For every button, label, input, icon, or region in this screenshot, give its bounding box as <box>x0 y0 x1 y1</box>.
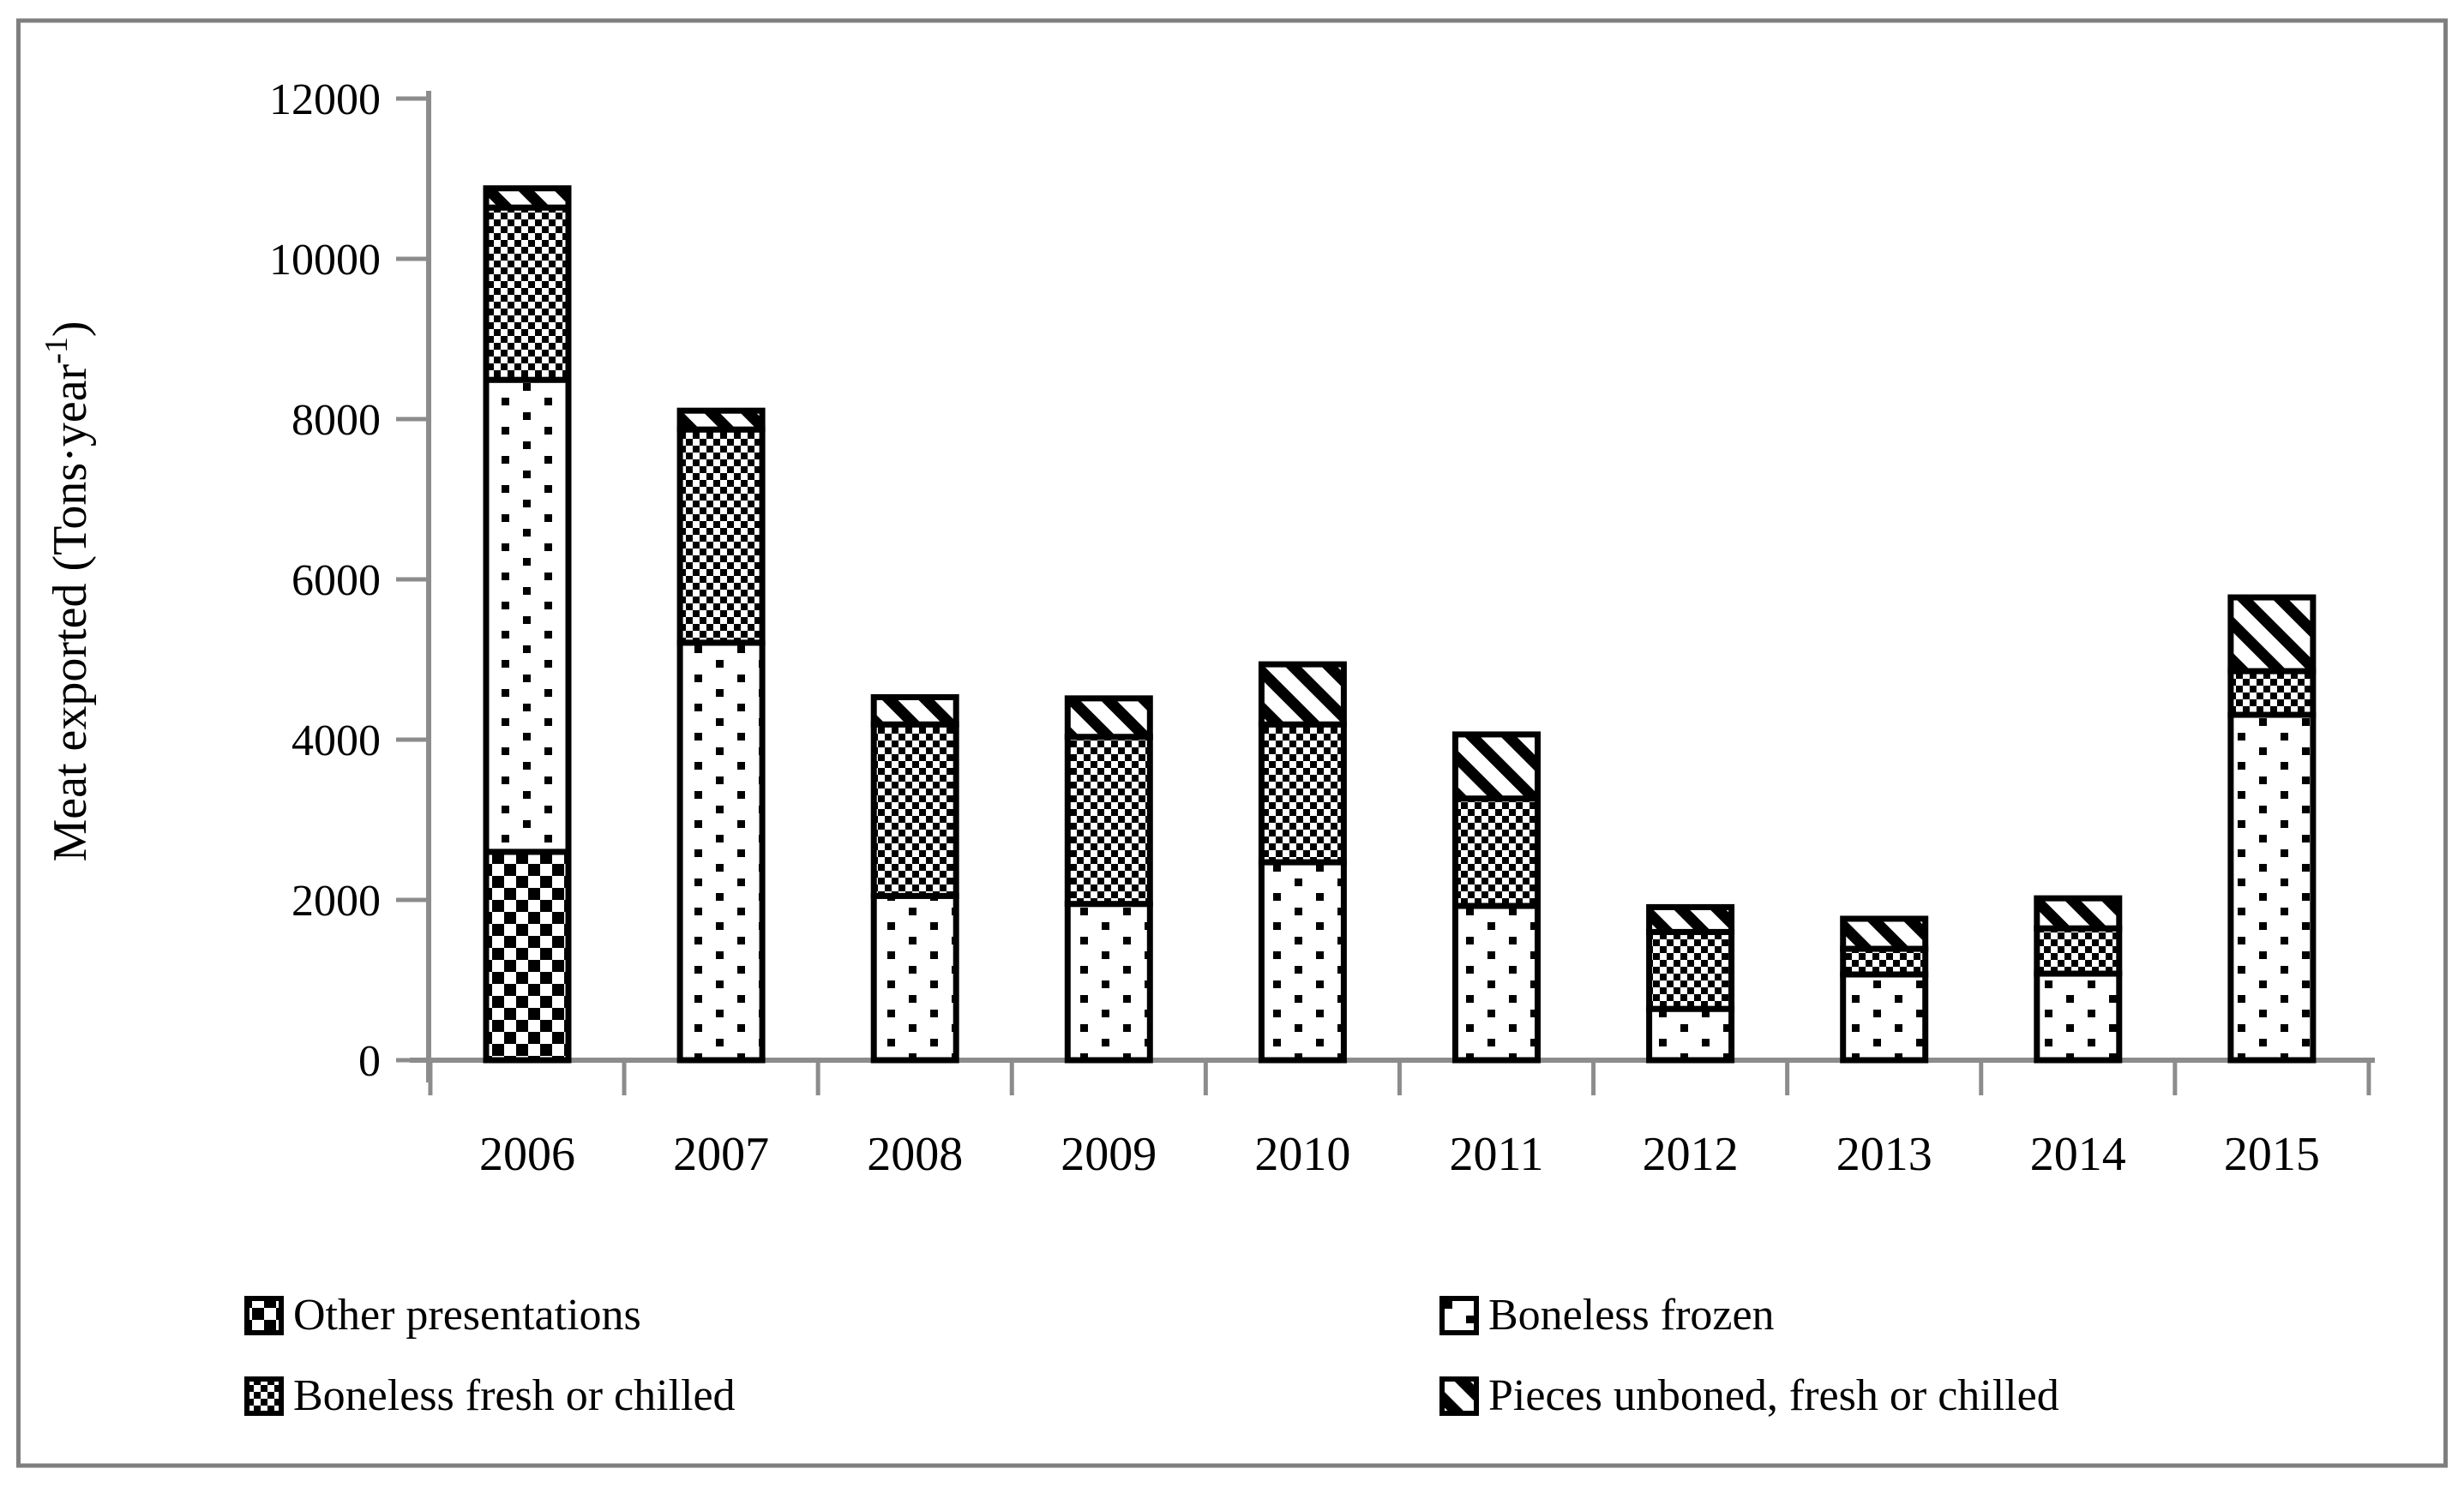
bar-segment-2006-fresh <box>483 204 572 383</box>
bar-segment-2012-pieces <box>1646 903 1735 935</box>
y-tick-label: 0 <box>358 1037 381 1086</box>
bar-segment-2006-other <box>483 848 572 1064</box>
y-tick-label: 10000 <box>269 236 381 285</box>
x-tick-labels: 2006 2007 2008 2009 2010 2011 2012 2013 2014 2015 <box>479 1128 2320 1181</box>
bar-segment-2010-frozen <box>1258 859 1347 1064</box>
legend-label-pieces: Pieces unboned, fresh or chilled <box>1488 1371 2059 1420</box>
y-tick-label: 12000 <box>269 75 381 124</box>
y-tick-label: 4000 <box>291 717 381 765</box>
x-tick-label: 2011 <box>1450 1128 1544 1181</box>
legend-swatch-other <box>244 1296 284 1335</box>
x-tick-label: 2013 <box>1836 1128 1932 1181</box>
y-axis-title-text: Meat exported (Tons·year-1) <box>39 321 97 861</box>
bar-segment-2007-fresh <box>676 426 766 646</box>
bar-segment-2015-frozen <box>2227 711 2317 1064</box>
y-tick-labels: 0 2000 4000 6000 8000 10000 12000 <box>269 75 381 1086</box>
y-axis-title: Meat exported (Tons·year-1) <box>39 321 97 861</box>
y-tick-label: 8000 <box>291 396 381 445</box>
bar-segment-2009-pieces <box>1064 695 1153 741</box>
bar-segment-2010-pieces <box>1258 661 1347 728</box>
bar-segment-2009-frozen <box>1064 901 1153 1064</box>
legend-swatch-pieces <box>1439 1376 1479 1416</box>
bar-segment-2015-pieces <box>2227 594 2317 675</box>
bar-segment-2006-frozen <box>483 376 572 855</box>
bar-segment-2011-pieces <box>1452 731 1541 802</box>
bar-segment-2015-fresh <box>2227 668 2317 718</box>
legend-label-frozen: Boneless frozen <box>1488 1291 1775 1340</box>
legend-swatch-frozen <box>1439 1296 1479 1335</box>
x-tick-label: 2010 <box>1254 1128 1350 1181</box>
bar-segment-2006-pieces <box>483 185 572 211</box>
bar-segment-2008-frozen <box>870 892 959 1064</box>
bar-segment-2014-frozen <box>2034 970 2123 1064</box>
bar-segment-2007-frozen <box>676 639 766 1064</box>
figure-border <box>16 18 2448 1468</box>
bar-segment-2014-pieces <box>2034 895 2123 932</box>
bar-segment-2011-frozen <box>1452 902 1541 1064</box>
legend-swatch-fresh <box>244 1376 284 1416</box>
y-tick-label: 6000 <box>291 556 381 605</box>
bar-segment-2014-fresh <box>2034 925 2123 977</box>
legend-label-fresh: Boneless fresh or chilled <box>293 1371 736 1420</box>
legend-label-other: Other presentations <box>293 1291 641 1340</box>
bars <box>483 185 2317 1064</box>
bar-segment-2009-fresh <box>1064 734 1153 908</box>
x-tick-label: 2015 <box>2224 1128 2320 1181</box>
bar-segment-2013-fresh <box>1840 945 1929 978</box>
legend: Other presentations Boneless frozen Bonele… <box>244 1291 2059 1420</box>
x-tick-label: 2012 <box>1643 1128 1739 1181</box>
bar-segment-2008-fresh <box>870 721 959 899</box>
y-tick-label: 2000 <box>291 877 381 926</box>
x-tick-label: 2008 <box>867 1128 963 1181</box>
x-tick-label: 2006 <box>479 1128 575 1181</box>
bar-segment-2012-fresh <box>1646 928 1735 1012</box>
bar-segment-2011-fresh <box>1452 795 1541 909</box>
bar-segment-2008-pieces <box>870 693 959 728</box>
x-tick-label: 2014 <box>2030 1128 2126 1181</box>
bar-segment-2007-pieces <box>676 407 766 433</box>
x-tick-label: 2007 <box>673 1128 769 1181</box>
bar-segment-2012-frozen <box>1646 1005 1735 1064</box>
x-tick-label: 2009 <box>1061 1128 1157 1181</box>
bar-segment-2013-pieces <box>1840 915 1929 952</box>
bar-segment-2010-fresh <box>1258 721 1347 866</box>
bar-segment-2013-frozen <box>1840 971 1929 1064</box>
